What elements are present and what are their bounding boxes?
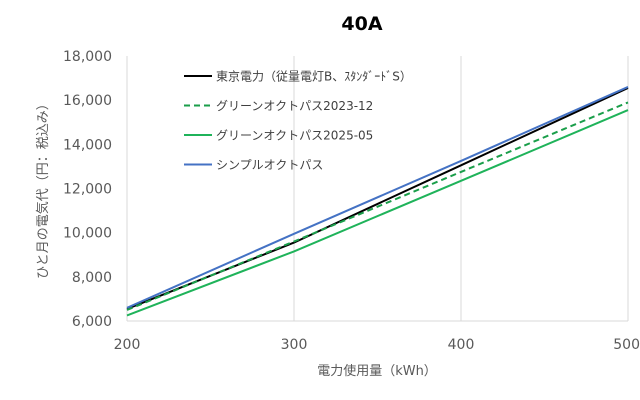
legend-label: グリーンオクトパス2025-05 xyxy=(216,129,373,143)
y-tick-label: 12,000 xyxy=(63,182,112,198)
y-tick-label: 18,000 xyxy=(63,49,112,65)
axes: 6,000 8,000 10,000 12,000 14,000 16,000 18,000… xyxy=(63,49,640,353)
x-tick-label: 200 xyxy=(114,337,141,353)
chart-title: 40A xyxy=(341,13,382,35)
legend-label: 東京電力（従量電灯B、ｽﾀﾝﾀﾞｰﾄﾞS） xyxy=(216,70,412,84)
legend-label: グリーンオクトパス2023-12 xyxy=(216,99,373,113)
y-tick-label: 14,000 xyxy=(63,137,112,153)
grid-lines xyxy=(126,56,629,321)
x-tick-label: 300 xyxy=(281,337,308,353)
series-line xyxy=(126,101,629,311)
y-axis-title: ひと月の電気代（円：税込み） xyxy=(35,97,51,279)
series-lines xyxy=(126,85,629,317)
y-tick-label: 8,000 xyxy=(72,270,112,286)
y-tick-label: 10,000 xyxy=(63,226,112,242)
legend-label: シンプルオクトパス xyxy=(216,158,323,172)
x-tick-label: 400 xyxy=(448,337,475,353)
x-axis-title: 電力使用量（kWh） xyxy=(317,363,437,379)
series-line xyxy=(126,85,629,309)
legend: 東京電力（従量電灯B、ｽﾀﾝﾀﾞｰﾄﾞS） グリーンオクトパス2023-12 グリー… xyxy=(184,70,412,172)
series-line xyxy=(126,109,629,317)
x-tick-label: 500 xyxy=(613,337,640,353)
y-tick-label: 6,000 xyxy=(72,314,112,330)
y-tick-label: 16,000 xyxy=(63,93,112,109)
